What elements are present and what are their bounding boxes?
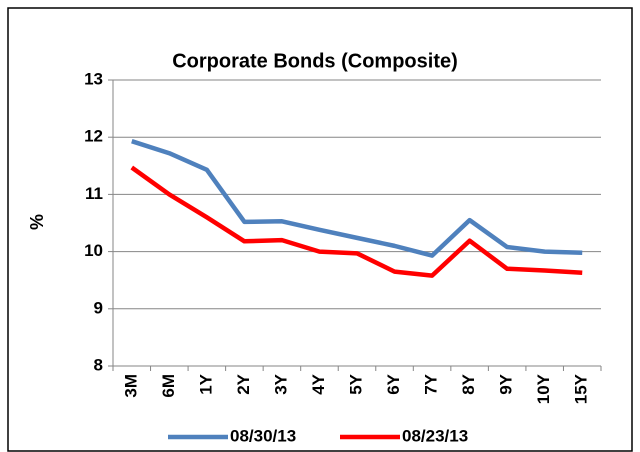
x-tick-label: 5Y: [346, 373, 365, 394]
x-tick-label: 4Y: [309, 373, 328, 394]
x-tick-label: 3M: [121, 374, 140, 398]
y-tick-label: 10: [84, 241, 103, 260]
legend-label: 08/23/13: [402, 426, 468, 445]
x-tick-label: 7Y: [422, 373, 441, 394]
y-tick-label: 12: [84, 127, 103, 146]
line-series: [130, 165, 583, 278]
y-tick-label: 11: [85, 184, 103, 203]
x-tick-label: 6M: [159, 374, 178, 398]
x-tick-label: 10Y: [534, 373, 553, 404]
x-tick-label: 15Y: [572, 373, 591, 404]
x-tick-label: 9Y: [497, 373, 516, 394]
y-tick-label: 13: [84, 69, 103, 88]
line-series: [131, 139, 583, 258]
x-tick-label: 8Y: [459, 373, 478, 394]
legend-label: 08/30/13: [230, 426, 296, 445]
chart-title: Corporate Bonds (Composite): [172, 50, 458, 72]
x-tick-label: 3Y: [271, 373, 290, 394]
x-tick-label: 1Y: [196, 373, 215, 394]
x-tick-label: 6Y: [384, 373, 403, 394]
y-tick-label: 9: [94, 298, 103, 317]
x-tick-label: 2Y: [234, 373, 253, 394]
y-axis-label: %: [27, 214, 47, 230]
y-tick-label: 8: [94, 355, 103, 374]
